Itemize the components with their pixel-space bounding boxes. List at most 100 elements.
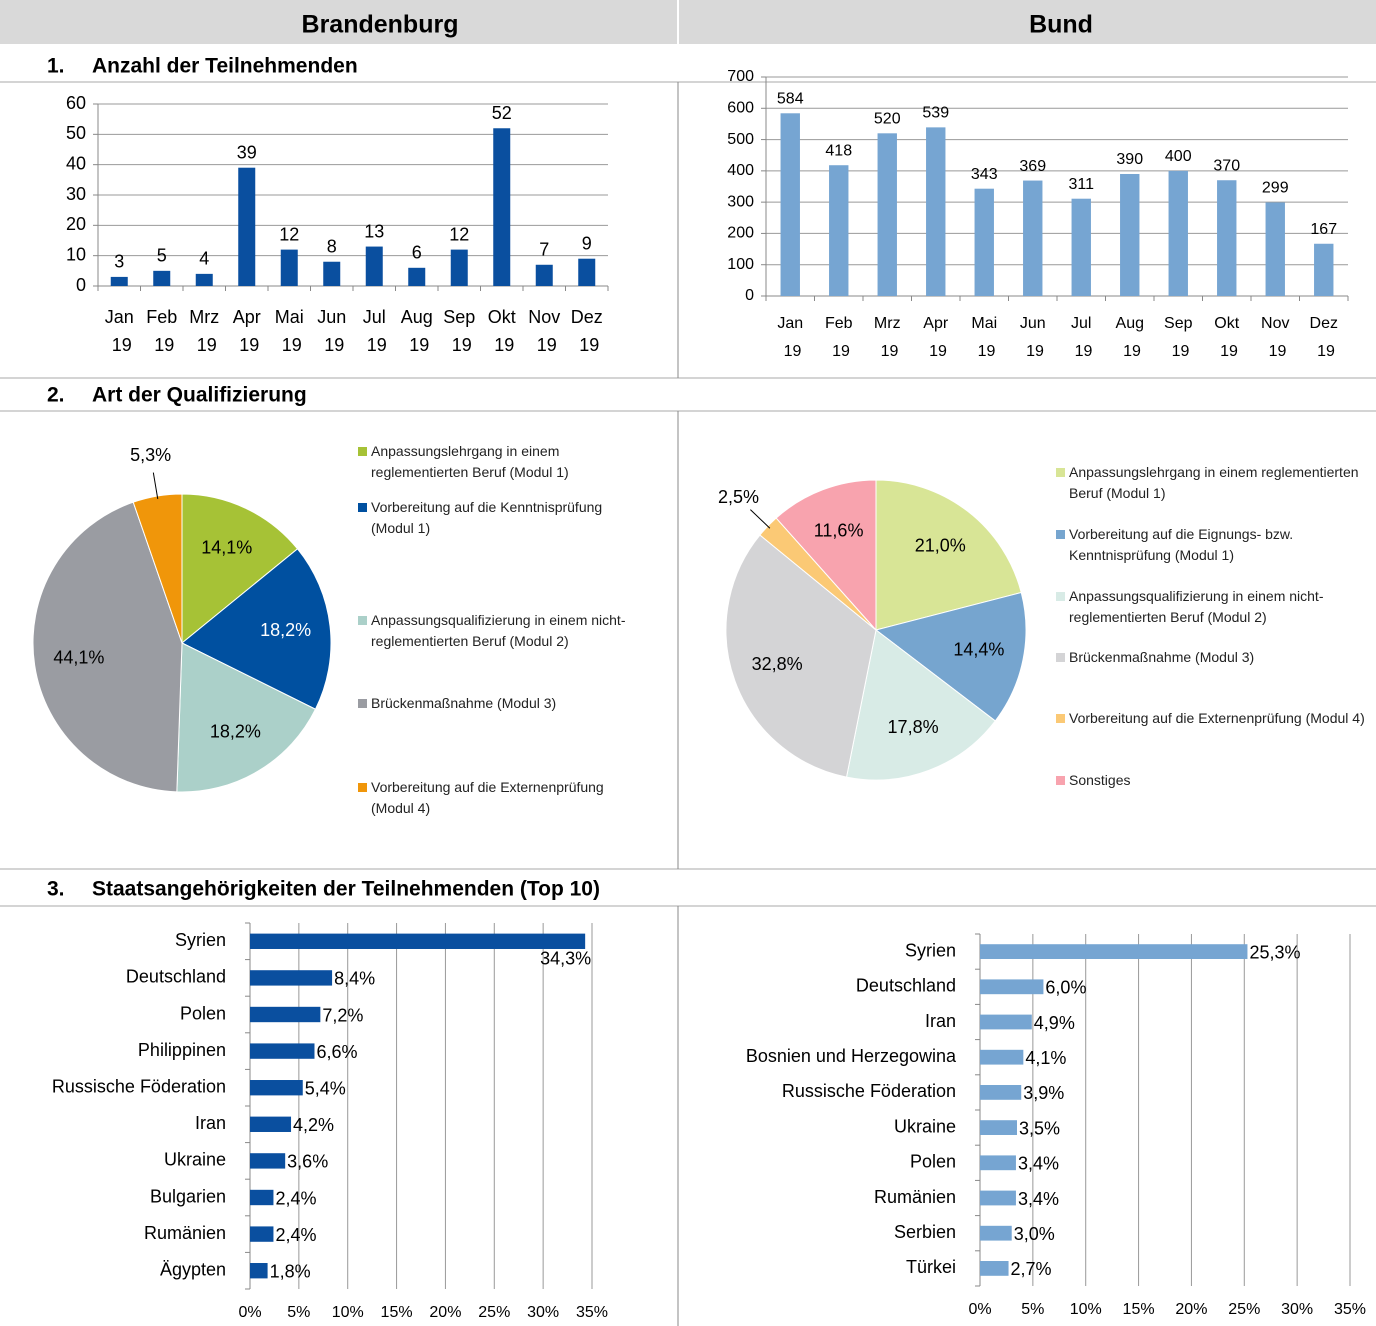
x-tick-label-line: Jul: [363, 307, 386, 327]
x-tick-label: 5%: [287, 1304, 310, 1321]
x-tick-label: Mrz 19: [874, 315, 901, 360]
header-band: [0, 0, 1376, 44]
legend-swatch: [358, 616, 367, 625]
x-tick-label: 35%: [576, 1304, 608, 1321]
bar: [1265, 202, 1285, 296]
value-label: 7,2%: [322, 1005, 363, 1025]
pie-slice: [725, 534, 877, 778]
bar: [250, 933, 586, 949]
x-tick-label: Sep 19: [1164, 315, 1193, 360]
value-label: 13: [364, 221, 384, 241]
x-tick-label-line: 19: [1264, 343, 1286, 360]
section-number: 2.: [47, 384, 65, 407]
legend-swatch: [1056, 776, 1065, 785]
legend-entry: Anpassungslehrgang in einem reglementier…: [358, 441, 626, 483]
y-tick-label: Syrien: [175, 930, 226, 950]
y-tick-label: Iran: [925, 1011, 956, 1031]
x-tick-label: 15%: [1123, 1301, 1155, 1318]
bar: [250, 1080, 303, 1096]
x-tick-label-line: Apr: [923, 315, 949, 332]
section-number: 3.: [47, 878, 65, 901]
x-tick-label-line: 19: [489, 335, 514, 355]
legend-label: Brückenmaßnahme (Modul 3): [1069, 649, 1255, 665]
legend-swatch: [358, 503, 367, 512]
x-tick-label-line: 19: [234, 335, 259, 355]
y-tick-label: Russische Föderation: [782, 1081, 956, 1101]
bar: [1071, 198, 1091, 296]
value-label: 2,4%: [275, 1188, 316, 1208]
value-label: 12: [279, 224, 299, 244]
y-tick-label: Serbien: [894, 1222, 956, 1242]
y-tick-label: Ukraine: [894, 1116, 956, 1136]
x-tick-label-line: Mrz: [874, 315, 901, 332]
section-title: Art der Qualifizierung: [92, 384, 307, 407]
legend-label: Sonstiges: [1069, 772, 1131, 788]
x-tick-label-line: Dez: [1310, 315, 1338, 332]
value-label: 4,2%: [293, 1115, 334, 1135]
value-label: 9: [582, 233, 592, 253]
legend-entry: Vorbereitung auf die Eignungs- bzw. Kenn…: [1056, 524, 1369, 566]
value-label: 11,6%: [814, 521, 864, 541]
legend-swatch: [1056, 653, 1065, 662]
bar: [980, 1120, 1017, 1135]
y-tick-label: Türkei: [906, 1257, 956, 1277]
x-tick-label: Jan 19: [105, 307, 134, 355]
value-label: 25,3%: [1249, 942, 1300, 962]
x-tick-label: Dez 19: [571, 307, 603, 355]
value-label: 3,9%: [1023, 1083, 1064, 1103]
bar: [829, 165, 849, 296]
x-tick-label: Okt 19: [1214, 315, 1239, 360]
bar: [1023, 180, 1043, 296]
legend-label: Vorbereitung auf die Externenprüfung (Mo…: [1069, 710, 1365, 726]
y-tick-label: Philippinen: [138, 1040, 226, 1060]
x-tick-label-line: Aug: [401, 307, 433, 327]
bar: [195, 273, 213, 286]
y-tick-label: 0: [745, 287, 754, 304]
x-tick-label-line: 19: [1070, 343, 1092, 360]
x-tick-label-line: 19: [1313, 343, 1335, 360]
value-label: 34,3%: [540, 948, 591, 968]
x-tick-label: 15%: [381, 1304, 413, 1321]
value-label: 311: [1068, 176, 1094, 193]
x-tick-label: Mai 19: [275, 307, 304, 355]
value-label: 400: [1165, 148, 1192, 165]
value-label: 18,2%: [260, 620, 311, 640]
bar: [323, 261, 341, 286]
x-tick-label-line: 19: [1167, 343, 1189, 360]
y-tick-label: 60: [66, 93, 86, 113]
value-label: 32,8%: [752, 654, 803, 674]
bar: [980, 979, 1044, 995]
legend-entry: Anpassungslehrgang in einem reglementier…: [1056, 462, 1369, 504]
x-tick-label: 0%: [238, 1304, 261, 1321]
legend-label: Vorbereitung auf die Eignungs- bzw. Kenn…: [1069, 526, 1294, 563]
x-tick-label-line: 19: [1119, 343, 1141, 360]
legend-entry: Vorbereitung auf die Kenntnisprüfung (Mo…: [358, 497, 626, 539]
y-tick-label: 600: [727, 100, 754, 117]
value-label: 2,5%: [718, 487, 759, 507]
x-tick-label: 35%: [1334, 1301, 1366, 1318]
legend-swatch: [1056, 468, 1065, 477]
x-tick-label-line: Nov: [528, 307, 560, 327]
legend-label: Anpassungsqualifizierung in einem nicht-…: [1069, 588, 1324, 625]
bar: [877, 133, 897, 296]
pie-slice: [875, 479, 1022, 631]
legend-entry: Sonstiges: [1056, 770, 1369, 791]
x-tick-label-line: Apr: [233, 307, 261, 327]
x-tick-label-line: Jun: [317, 307, 346, 327]
legend-entry: Brückenmaßnahme (Modul 3): [358, 693, 626, 714]
y-tick-label: Deutschland: [856, 976, 956, 996]
x-tick-label-line: Jun: [1020, 315, 1046, 332]
x-tick-label-line: 19: [192, 335, 217, 355]
bar: [365, 246, 383, 286]
pie-slice: [775, 479, 877, 632]
value-label: 17,8%: [888, 717, 939, 737]
value-label: 2,4%: [275, 1225, 316, 1245]
legend-swatch: [358, 699, 367, 708]
value-label: 390: [1116, 151, 1143, 168]
pie-slice: [845, 629, 997, 781]
legend-swatch: [358, 783, 367, 792]
y-tick-label: 10: [66, 244, 86, 264]
value-label: 7: [539, 240, 549, 260]
value-label: 12: [449, 224, 469, 244]
